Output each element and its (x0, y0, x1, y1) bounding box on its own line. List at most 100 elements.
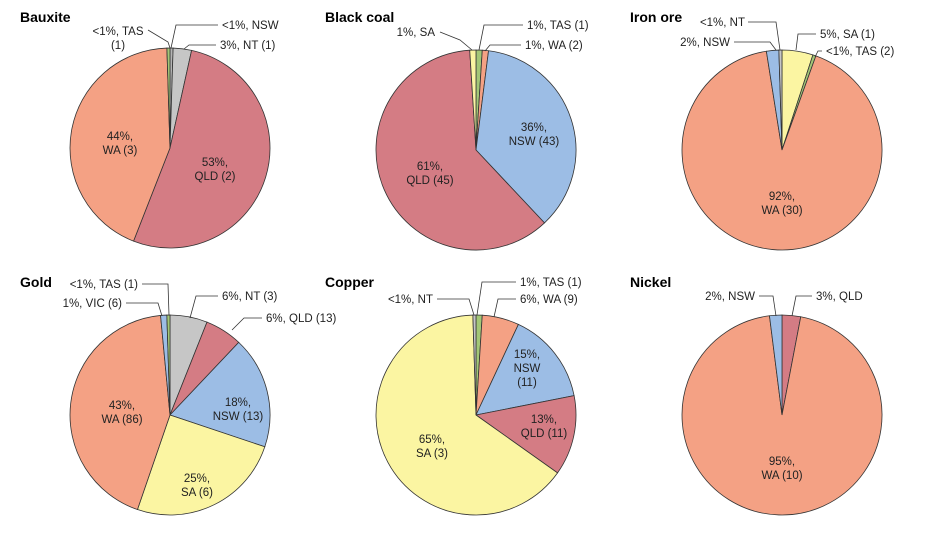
leader-line (814, 50, 822, 58)
chart-title: Iron ore (630, 9, 682, 25)
slice-label: 36%, NSW (43) (509, 122, 560, 148)
slice-label: 53%, QLD (2) (195, 157, 236, 183)
slice-label-line: 13%, (531, 414, 557, 426)
chart-title: Black coal (325, 9, 394, 25)
slice-label-line: 5%, SA (1) (820, 29, 875, 41)
pie-slice-1-sa (469, 49, 477, 151)
pie-slice-1-nt (472, 314, 477, 416)
slice-label-line: <1%, TAS (2) (826, 46, 894, 58)
pie-slice-1-nt (778, 49, 783, 151)
slice-label-line: <1%, NSW (222, 20, 279, 32)
pie-slice-25-sa-6 (136, 414, 266, 516)
pie-slice-53-qld-2 (133, 49, 271, 249)
pie-slice-44-wa-3 (69, 47, 171, 242)
slice-label: 15%, NSW (11) (514, 349, 541, 389)
slice-label: 3%, NT (1) (220, 40, 276, 52)
leader-line (484, 44, 521, 52)
slice-label-line: 18%, (225, 397, 251, 409)
chart-title: Nickel (630, 274, 671, 290)
slice-label: 25%, SA (6) (181, 473, 213, 499)
leader-line (478, 24, 523, 51)
leader-line (791, 295, 812, 317)
slice-label-line: 1%, SA (397, 27, 436, 39)
slice-label: 95%, WA (10) (761, 456, 802, 482)
slice-label-line: 1%, VIC (6) (63, 298, 123, 310)
pie-chart-gold: Gold 6%, NT (3) 6%, QLD (13) 18%, NSW (13) 25… (20, 274, 336, 516)
leader-line (126, 302, 163, 317)
slice-label-line: 95%, (769, 456, 795, 468)
slice-label-line: 6%, WA (9) (520, 294, 578, 306)
slice-label: 92%, WA (30) (761, 191, 802, 217)
slice-label: 18%, NSW (13) (213, 397, 264, 423)
slice-label-line: 6%, QLD (13) (266, 313, 336, 325)
slice-label: 6%, QLD (13) (266, 313, 336, 325)
pie-slice-36-nsw-43 (475, 50, 577, 224)
slice-label-line: 2%, NSW (680, 37, 730, 49)
slice-label-line: <1%, NT (388, 294, 433, 306)
slice-label: <1%, NT (700, 17, 745, 29)
chart-title: Bauxite (20, 9, 71, 25)
slice-label-line: (11) (517, 377, 537, 389)
chart-title: Gold (20, 274, 52, 290)
leader-line (170, 24, 218, 49)
pie-chart-bauxite: Bauxite <1%, NSW 3%, NT (1) 53%, QLD (2) 44%,… (20, 9, 279, 249)
slice-label-line: 1%, WA (2) (525, 40, 583, 52)
slice-label: 1%, TAS (1) (520, 277, 582, 289)
slice-label: <1%, NSW (222, 20, 279, 32)
slice-label-line: (1) (111, 40, 125, 52)
pie-slice-65-sa-3 (375, 314, 559, 516)
pie-chart-copper: Copper 1%, TAS (1) 6%, WA (9) 15%, NSW (11) 13… (325, 274, 582, 516)
pie-slice-13-qld-11 (475, 395, 577, 474)
leader-line (189, 295, 218, 319)
slice-label-line: 43%, (109, 400, 135, 412)
slice-label: 5%, SA (1) (820, 29, 875, 41)
pie-slice-18-nsw-13 (169, 341, 271, 448)
slice-label-line: 1%, TAS (1) (520, 277, 582, 289)
slice-label: 13%, QLD (11) (521, 414, 568, 440)
leader-line (142, 283, 170, 316)
pie-slice-95-wa-10 (681, 315, 883, 516)
leader-line (183, 44, 216, 50)
slice-label-line: 25%, (184, 473, 210, 485)
leader-line (734, 41, 777, 51)
slice-label: <1%, TAS (2) (826, 46, 894, 58)
leader-line (476, 281, 516, 316)
slice-label-line: 2%, NSW (705, 291, 755, 303)
slice-label-line: 65%, (419, 434, 445, 446)
leader-line (437, 298, 475, 316)
pie-chart-nickel: Nickel 3%, QLD 95%, WA (10) 2%, NSW (630, 274, 883, 516)
slice-label: 1%, TAS (1) (527, 20, 589, 32)
leader-line (795, 33, 816, 51)
slice-label: 2%, NSW (680, 37, 730, 49)
slice-label-line: <1%, TAS (92, 26, 143, 38)
pie-slice-15-nsw-11 (475, 323, 575, 416)
leader-line (493, 298, 516, 318)
slice-label-line: 44%, (107, 131, 133, 143)
slice-label: 1%, WA (2) (525, 40, 583, 52)
slice-label-line: NSW (43) (509, 136, 560, 148)
leader-line (231, 317, 262, 331)
slice-label-line: 3%, NT (1) (220, 40, 276, 52)
slice-label: 6%, WA (9) (520, 294, 578, 306)
slice-label-line: 1%, TAS (1) (527, 20, 589, 32)
slice-label-line: 15%, (514, 349, 540, 361)
slice-label-line: <1%, TAS (1) (70, 279, 138, 291)
slice-label-line: SA (6) (181, 487, 213, 499)
pie-slice-92-wa-30 (681, 50, 883, 251)
pie-slice-43-wa-86 (69, 315, 171, 511)
pie-slice-61-qld-45 (375, 49, 546, 251)
slice-label-line: QLD (45) (406, 175, 453, 187)
leader-line (759, 295, 777, 317)
slice-label-line: NSW (514, 363, 541, 375)
slice-label-line: 53%, (202, 157, 228, 169)
slice-label-line: NSW (13) (213, 411, 264, 423)
slice-label: 1%, SA (397, 27, 436, 39)
slice-label-line: 92%, (769, 191, 795, 203)
chart-title: Copper (325, 274, 375, 290)
slice-label-line: QLD (11) (521, 428, 568, 440)
slice-label-line: WA (30) (761, 205, 802, 217)
slice-label: 61%, QLD (45) (406, 161, 453, 187)
slice-label-line: SA (3) (416, 448, 448, 460)
slice-label: 6%, NT (3) (222, 291, 278, 303)
